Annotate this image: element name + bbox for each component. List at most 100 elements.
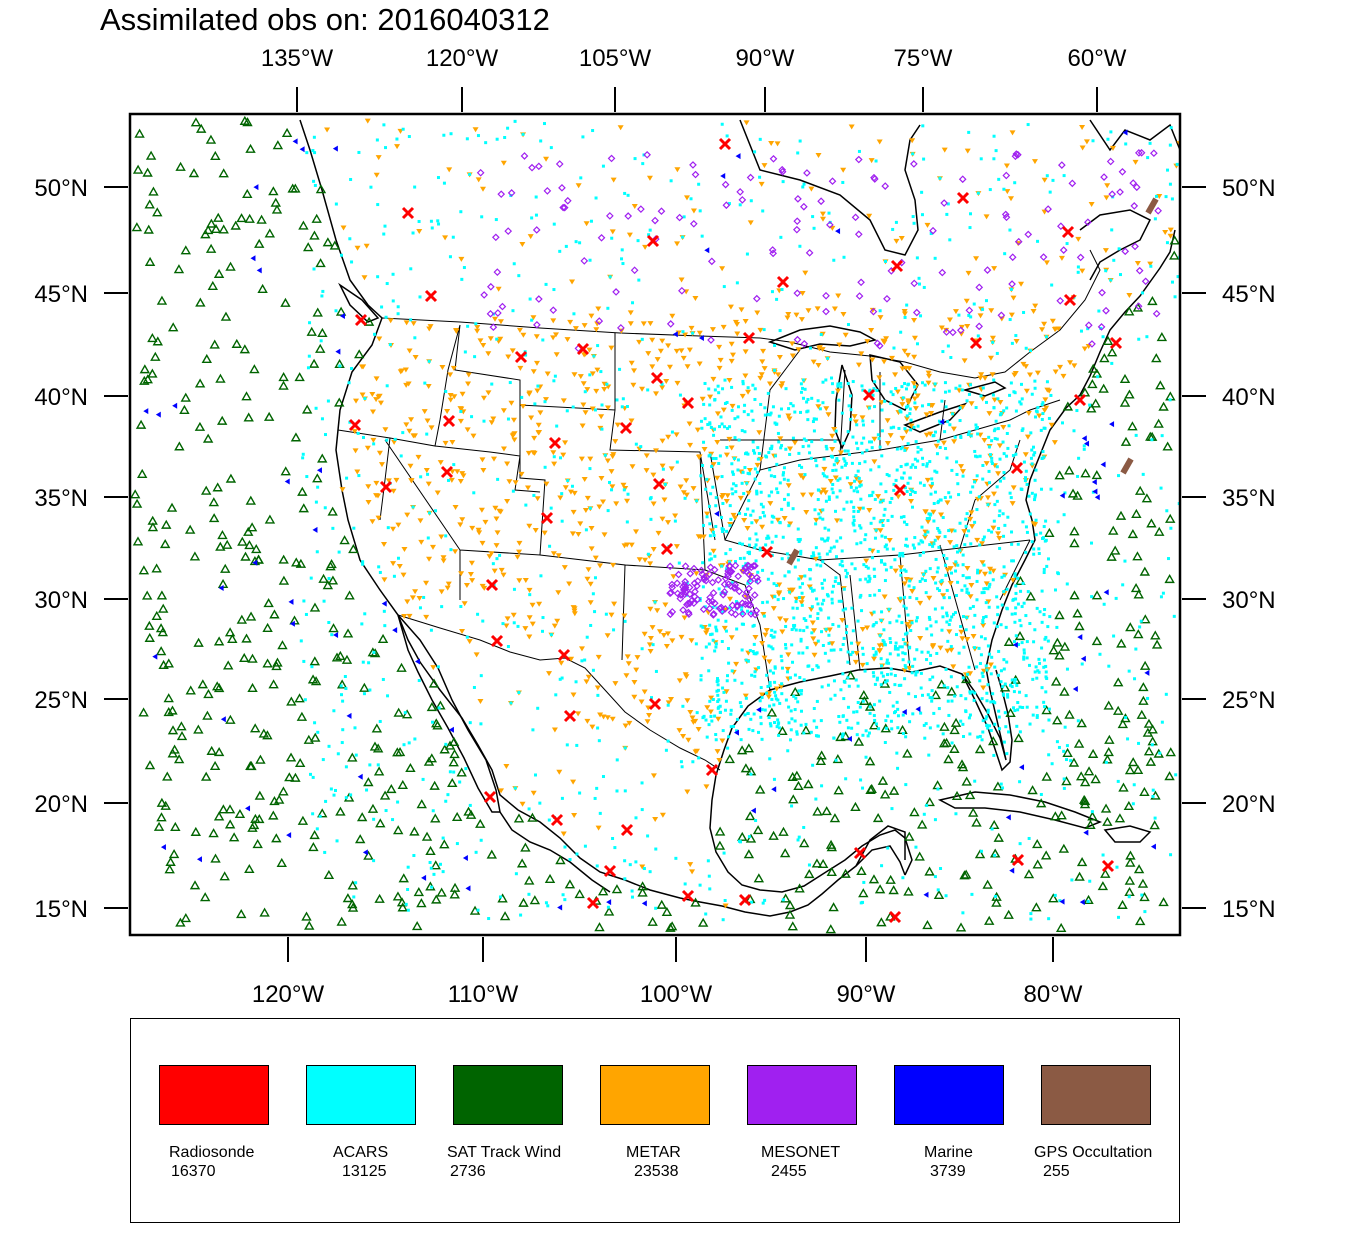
acars-marker <box>719 516 723 520</box>
acars-marker <box>840 549 844 553</box>
metar-marker <box>575 183 582 189</box>
acars-marker <box>321 289 325 293</box>
metar-marker <box>661 497 668 503</box>
acars-marker <box>728 523 732 527</box>
acars-marker <box>699 674 703 678</box>
acars-marker <box>1106 137 1110 141</box>
metar-marker <box>543 481 550 487</box>
sat-track-wind-marker <box>1141 493 1153 503</box>
acars-marker <box>1057 745 1061 749</box>
acars-marker <box>731 472 735 476</box>
acars-marker <box>933 382 937 386</box>
metar-marker <box>760 612 767 618</box>
acars-marker <box>920 213 924 217</box>
metar-marker <box>587 600 594 606</box>
acars-marker <box>927 512 931 516</box>
legend-count-acars: 13125 <box>342 1163 387 1180</box>
acars-marker <box>914 440 918 444</box>
acars-marker <box>877 727 881 731</box>
mesonet-marker <box>726 582 735 590</box>
acars-marker <box>1030 448 1034 452</box>
metar-marker <box>838 450 845 456</box>
acars-marker <box>812 417 816 421</box>
acars-marker <box>723 402 727 406</box>
acars-marker <box>772 582 776 586</box>
metar-marker <box>421 409 428 415</box>
acars-marker <box>1114 596 1118 600</box>
metar-marker <box>813 517 820 523</box>
acars-marker <box>762 328 766 332</box>
metar-marker <box>869 357 876 363</box>
acars-marker <box>943 381 947 385</box>
acars-marker <box>481 619 485 623</box>
acars-marker <box>751 729 755 733</box>
acars-marker <box>1011 598 1015 602</box>
sat-track-wind-marker <box>1158 401 1169 411</box>
metar-marker <box>586 347 593 353</box>
acars-marker <box>898 645 902 649</box>
observation-markers <box>130 115 1180 934</box>
acars-marker <box>880 610 884 614</box>
acars-marker <box>625 405 629 409</box>
metar-marker <box>906 624 913 630</box>
sat-track-wind-marker <box>264 228 276 238</box>
acars-marker <box>870 446 874 450</box>
radiosonde-marker <box>586 896 600 910</box>
mesonet-marker <box>828 177 837 186</box>
metar-marker <box>703 630 710 636</box>
metar-marker <box>447 372 454 378</box>
sat-track-wind-marker <box>1076 718 1087 728</box>
sat-track-wind-marker <box>290 432 302 442</box>
marine-marker <box>256 267 262 274</box>
acars-marker <box>698 209 702 213</box>
metar-marker <box>980 668 987 674</box>
acars-marker <box>682 215 686 219</box>
acars-marker <box>831 584 835 588</box>
acars-marker <box>927 403 931 407</box>
metar-marker <box>829 641 836 647</box>
acars-marker <box>640 781 644 785</box>
sat-track-wind-marker <box>690 897 701 907</box>
acars-marker <box>495 557 499 561</box>
acars-marker <box>610 236 614 240</box>
acars-marker <box>744 658 748 662</box>
acars-marker <box>769 645 773 649</box>
sat-track-wind-marker <box>637 887 648 897</box>
metar-marker <box>497 336 504 342</box>
acars-marker <box>703 605 707 609</box>
acars-marker <box>560 676 564 680</box>
mesonet-marker <box>734 572 743 581</box>
radiosonde-marker <box>862 388 876 402</box>
acars-marker <box>761 601 765 605</box>
sat-track-wind-marker <box>301 404 313 414</box>
acars-marker <box>363 612 367 616</box>
acars-marker <box>909 488 913 492</box>
acars-marker <box>1044 335 1048 339</box>
acars-marker <box>418 295 422 299</box>
acars-marker <box>727 202 731 206</box>
sat-track-wind-marker <box>168 322 179 332</box>
acars-marker <box>583 844 587 848</box>
metar-marker <box>757 327 764 333</box>
acars-marker <box>1048 190 1052 194</box>
acars-marker <box>868 594 872 598</box>
acars-marker <box>805 625 809 629</box>
metar-marker <box>798 575 805 581</box>
acars-marker <box>463 350 467 354</box>
sat-track-wind-marker <box>1059 686 1070 696</box>
acars-marker <box>1025 656 1029 660</box>
acars-marker <box>986 726 990 730</box>
mesonet-marker <box>714 576 723 584</box>
sat-track-wind-marker <box>298 503 309 513</box>
metar-marker <box>812 641 819 647</box>
metar-marker <box>856 506 863 512</box>
metar-marker <box>493 516 500 522</box>
acars-marker <box>829 454 833 458</box>
acars-marker <box>786 670 790 674</box>
acars-marker <box>944 405 948 409</box>
sat-track-wind-marker <box>315 184 327 194</box>
sat-track-wind-marker <box>208 828 219 838</box>
acars-marker <box>706 859 710 863</box>
acars-marker <box>1034 518 1038 522</box>
mesonet-marker <box>563 196 572 205</box>
